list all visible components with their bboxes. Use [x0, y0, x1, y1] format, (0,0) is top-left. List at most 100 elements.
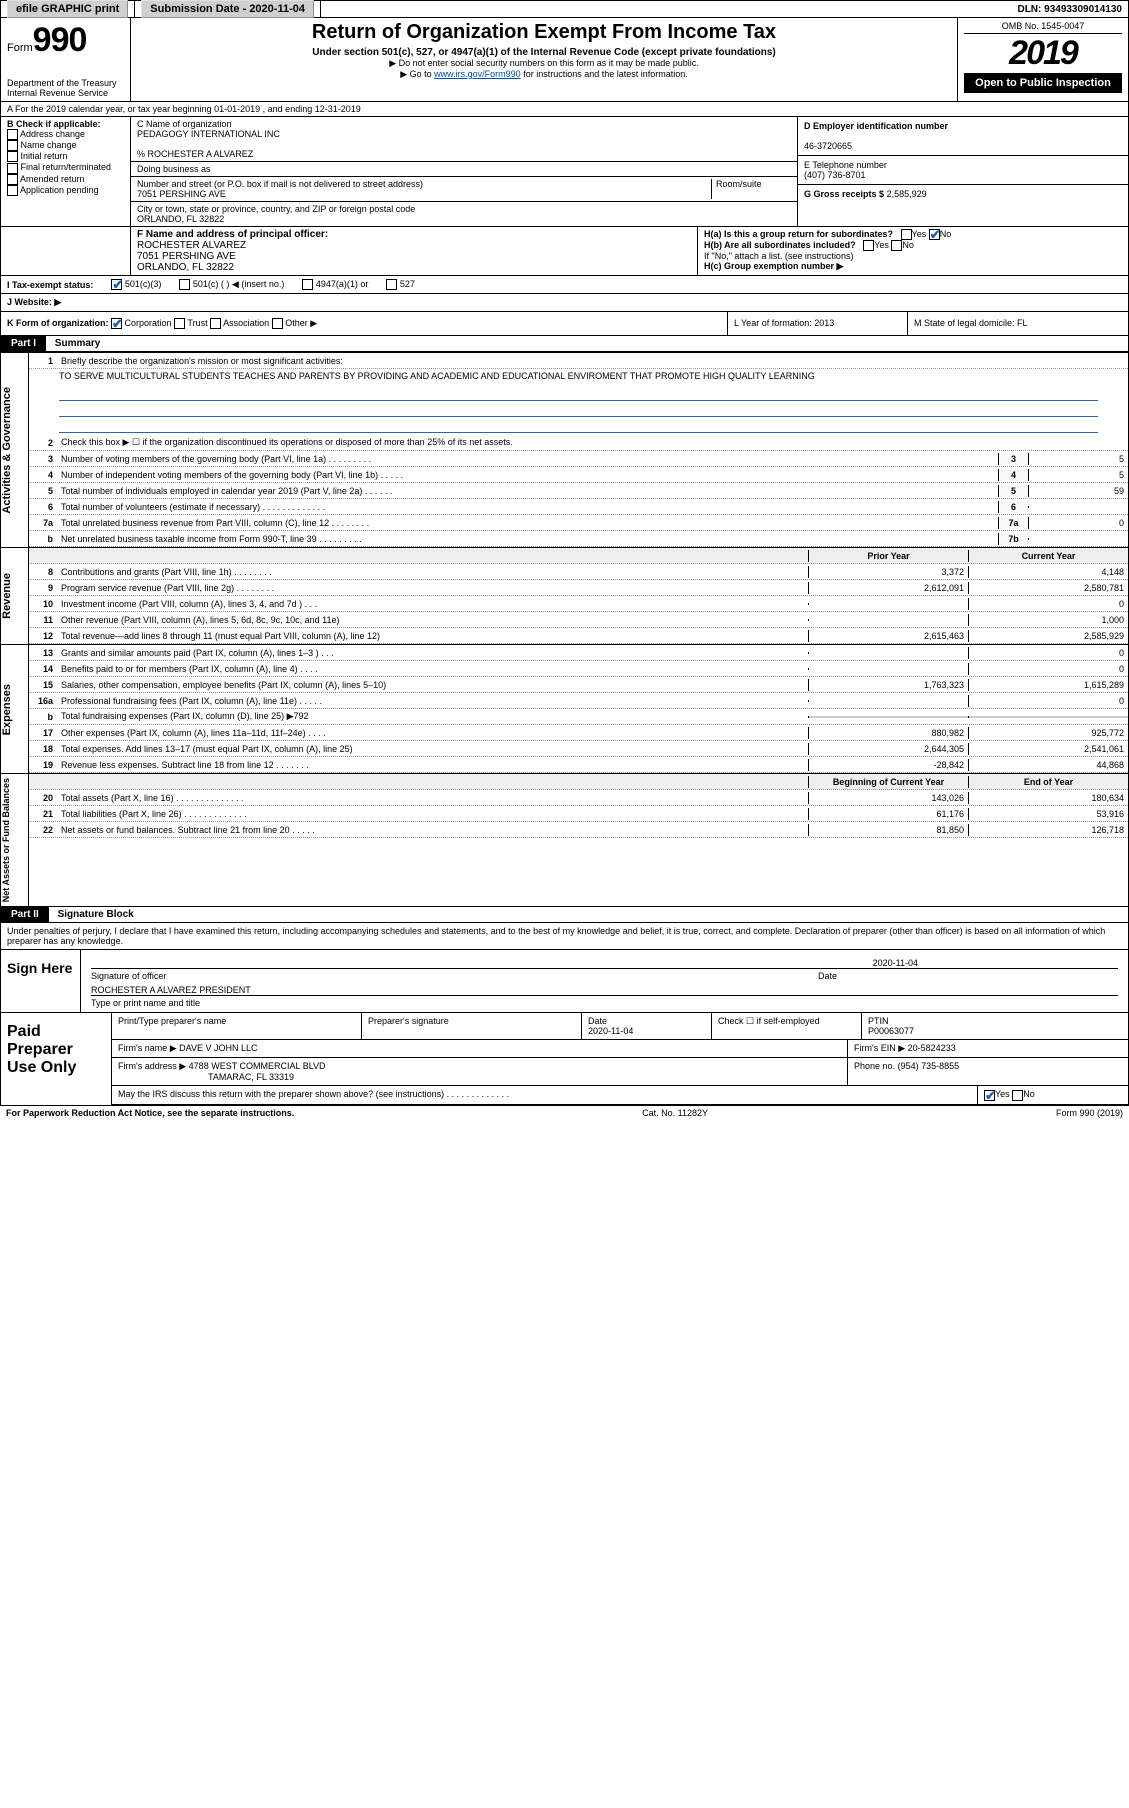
- line-text: Benefits paid to or for members (Part IX…: [57, 663, 808, 675]
- e-phone-lbl: E Telephone number: [804, 160, 887, 170]
- officer-addr2: ORLANDO, FL 32822: [137, 262, 234, 273]
- ha-yes[interactable]: [901, 229, 912, 240]
- f-lbl: F Name and address of principal officer:: [137, 229, 328, 240]
- hb-lbl: H(b) Are all subordinates included?: [704, 240, 856, 250]
- city-lbl: City or town, state or province, country…: [137, 204, 415, 214]
- irs-link[interactable]: www.irs.gov/Form990: [434, 69, 521, 79]
- line-text: Investment income (Part VIII, column (A)…: [57, 598, 808, 610]
- revenue-vtab: Revenue: [1, 569, 13, 623]
- chk-address-change[interactable]: [7, 129, 18, 140]
- line-text: Total fundraising expenses (Part IX, col…: [57, 710, 808, 723]
- self-employed-chk: Check ☐ if self-employed: [712, 1013, 862, 1039]
- chk-4947[interactable]: [302, 279, 313, 290]
- no-lbl: No: [940, 229, 952, 239]
- room-suite-lbl: Room/suite: [711, 179, 791, 199]
- sign-here-lbl: Sign Here: [1, 950, 81, 1012]
- part1-header: Part I Summary: [0, 336, 1129, 352]
- current-year-hdr: Current Year: [968, 550, 1128, 562]
- efile-button[interactable]: efile GRAPHIC print: [7, 0, 128, 18]
- chk-trust[interactable]: [174, 318, 185, 329]
- line-text: Professional fundraising fees (Part IX, …: [57, 695, 808, 707]
- street-address: 7051 PERSHING AVE: [137, 189, 226, 199]
- mission-text: TO SERVE MULTICULTURAL STUDENTS TEACHES …: [29, 369, 1128, 383]
- form-header: Form990 Department of the Treasury Inter…: [0, 18, 1129, 102]
- chk-527[interactable]: [386, 279, 397, 290]
- opt-other: Other ▶: [285, 318, 317, 328]
- firm-addr2: TAMARAC, FL 33319: [208, 1072, 294, 1082]
- officer-grid: F Name and address of principal officer:…: [0, 227, 1129, 276]
- officer-addr1: 7051 PERSHING AVE: [137, 251, 236, 262]
- tax-exempt-row: I Tax-exempt status: 501(c)(3) 501(c) ( …: [0, 276, 1129, 294]
- officer-printed-name: ROCHESTER A ALVAREZ PRESIDENT: [91, 985, 1118, 995]
- discuss-no-lbl: No: [1023, 1089, 1035, 1099]
- opt-527: 527: [400, 279, 415, 289]
- hb-note: If "No," attach a list. (see instruction…: [704, 251, 1122, 261]
- name-title-lbl: Type or print name and title: [91, 998, 1118, 1008]
- dept-treasury: Department of the Treasury Internal Reve…: [7, 78, 124, 98]
- cat-no: Cat. No. 11282Y: [642, 1108, 708, 1118]
- j-lbl: J Website: ▶: [7, 297, 61, 308]
- chk-501c3[interactable]: [111, 279, 122, 290]
- chk-initial-return[interactable]: [7, 151, 18, 162]
- line-text: Net assets or fund balances. Subtract li…: [57, 824, 808, 836]
- discuss-yes-lbl: Yes: [995, 1089, 1010, 1099]
- part1-tag: Part I: [1, 336, 46, 351]
- ptin-value: P00063077: [868, 1026, 914, 1036]
- l1-text: Briefly describe the organization's miss…: [57, 355, 1128, 367]
- firm-addr1: 4788 WEST COMMERCIAL BLVD: [189, 1061, 326, 1071]
- submission-date: Submission Date - 2020-11-04: [141, 0, 314, 18]
- part2-header: Part II Signature Block: [0, 907, 1129, 923]
- hb-yes[interactable]: [863, 240, 874, 251]
- line-text: Revenue less expenses. Subtract line 18 …: [57, 759, 808, 771]
- line-text: Contributions and grants (Part VIII, lin…: [57, 566, 808, 578]
- opt-trust: Trust: [187, 318, 207, 328]
- k-lbl: K Form of organization:: [7, 318, 109, 328]
- part1-body: Activities & Governance 1Briefly describ…: [0, 352, 1129, 907]
- ein-value: 46-3720665: [804, 141, 852, 151]
- date-lbl: Date: [818, 971, 1118, 981]
- hb-no[interactable]: [891, 240, 902, 251]
- dln: DLN: 93493309014130: [1011, 2, 1128, 17]
- part1-title: Summary: [49, 336, 107, 351]
- org-name: PEDAGOGY INTERNATIONAL INC: [137, 129, 280, 139]
- paid-preparer-lbl: Paid Preparer Use Only: [1, 1013, 111, 1104]
- discuss-yes[interactable]: [984, 1090, 995, 1101]
- chk-assoc[interactable]: [210, 318, 221, 329]
- firm-phone: (954) 735-8855: [898, 1061, 960, 1071]
- prep-date: 2020-11-04: [588, 1026, 633, 1036]
- opt-4947: 4947(a)(1) or: [316, 279, 369, 289]
- no-lbl-2: No: [902, 240, 914, 250]
- chk-corp[interactable]: [111, 318, 122, 329]
- phone-value: (407) 736-8701: [804, 170, 866, 180]
- chk-amended[interactable]: [7, 174, 18, 185]
- firm-name: DAVE V JOHN LLC: [179, 1043, 257, 1053]
- dba-label: Doing business as: [131, 162, 797, 177]
- ptin-lbl: PTIN: [868, 1016, 889, 1026]
- officer-name: ROCHESTER ALVAREZ: [137, 240, 246, 251]
- opt-corp: Corporation: [125, 318, 172, 328]
- firm-addr-lbl: Firm's address ▶: [118, 1061, 186, 1071]
- ssn-note: ▶ Do not enter social security numbers o…: [137, 58, 951, 69]
- year-formation: L Year of formation: 2013: [728, 312, 908, 335]
- part2-title: Signature Block: [52, 907, 140, 922]
- part2-tag: Part II: [1, 907, 49, 922]
- care-of: % ROCHESTER A ALVAREZ: [137, 149, 253, 159]
- b-item-5: Application pending: [20, 185, 99, 195]
- chk-final-return[interactable]: [7, 163, 18, 174]
- line-text: Grants and similar amounts paid (Part IX…: [57, 647, 808, 659]
- g-gross-lbl: G Gross receipts $: [804, 189, 884, 199]
- opt-assoc: Association: [223, 318, 269, 328]
- ha-no[interactable]: [929, 229, 940, 240]
- chk-other[interactable]: [272, 318, 283, 329]
- chk-name-change[interactable]: [7, 140, 18, 151]
- form-subtitle: Under section 501(c), 527, or 4947(a)(1)…: [137, 47, 951, 58]
- discuss-no[interactable]: [1012, 1090, 1023, 1101]
- line-text: Other expenses (Part IX, column (A), lin…: [57, 727, 808, 739]
- b-item-4: Amended return: [20, 174, 85, 184]
- chk-501c[interactable]: [179, 279, 190, 290]
- b-item-0: Address change: [20, 129, 85, 139]
- expenses-vtab: Expenses: [1, 680, 13, 739]
- goto-pre: ▶ Go to: [400, 69, 434, 79]
- chk-app-pending[interactable]: [7, 185, 18, 196]
- sig-officer-lbl: Signature of officer: [91, 971, 818, 981]
